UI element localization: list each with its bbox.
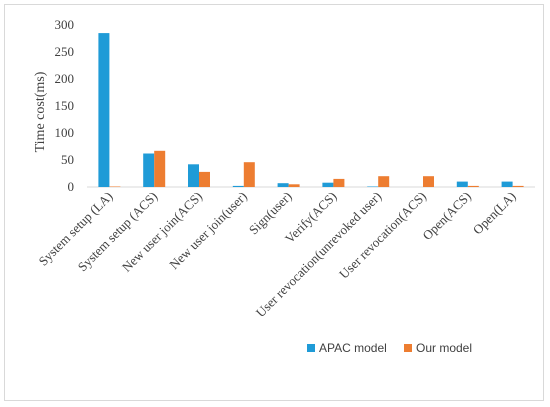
bars xyxy=(98,33,524,187)
bar-our-model xyxy=(423,176,434,187)
bar-our-model xyxy=(512,185,524,187)
y-tick-labels: 0 50 100 150 200 250 300 xyxy=(55,17,75,194)
x-category-label: Open(LA) xyxy=(470,189,519,238)
bar-apac-model xyxy=(232,185,244,187)
bar-apac-model xyxy=(188,164,199,187)
y-tick-label: 50 xyxy=(61,152,74,167)
y-tick-label: 0 xyxy=(68,179,75,194)
legend: APAC model Our model xyxy=(307,341,472,355)
bar-our-model xyxy=(378,176,390,187)
legend-label: APAC model xyxy=(319,341,387,355)
y-tick-label: 100 xyxy=(55,125,75,140)
bar-our-model xyxy=(467,185,479,187)
bar-our-model xyxy=(333,178,345,187)
bar-our-model xyxy=(199,171,210,187)
legend-label: Our model xyxy=(416,341,472,355)
bar-our-model xyxy=(288,184,300,187)
bar-our-model xyxy=(243,162,255,187)
y-tick-label: 150 xyxy=(55,98,75,113)
x-category-label: New user join(ACS) xyxy=(119,189,205,275)
bar-apac-model xyxy=(456,181,468,187)
bar-apac-model xyxy=(367,186,379,187)
legend-swatch xyxy=(307,344,315,352)
bar-our-model xyxy=(109,186,121,187)
y-axis-title: Time cost(ms) xyxy=(33,71,48,152)
legend-swatch xyxy=(404,344,412,352)
x-category-label: Open(ACS) xyxy=(419,189,474,244)
y-tick-label: 300 xyxy=(55,17,75,32)
x-category-label: User revocation(ACS) xyxy=(336,189,429,282)
bar-apac-model xyxy=(277,183,289,187)
x-category-label: System setup (ACS) xyxy=(75,189,161,275)
chart-frame xyxy=(4,4,544,401)
category-labels: System setup (LA)System setup (ACS)New u… xyxy=(35,189,518,321)
bar-apac-model xyxy=(98,33,110,187)
bar-apac-model xyxy=(501,181,513,187)
x-category-label: New user join(user) xyxy=(166,189,250,273)
bar-our-model xyxy=(154,150,166,187)
bar-apac-model xyxy=(143,153,155,187)
bar-apac-model xyxy=(322,182,334,187)
x-category-label: System setup (LA) xyxy=(35,189,115,269)
y-tick-label: 200 xyxy=(55,71,75,86)
y-tick-label: 250 xyxy=(55,44,75,59)
